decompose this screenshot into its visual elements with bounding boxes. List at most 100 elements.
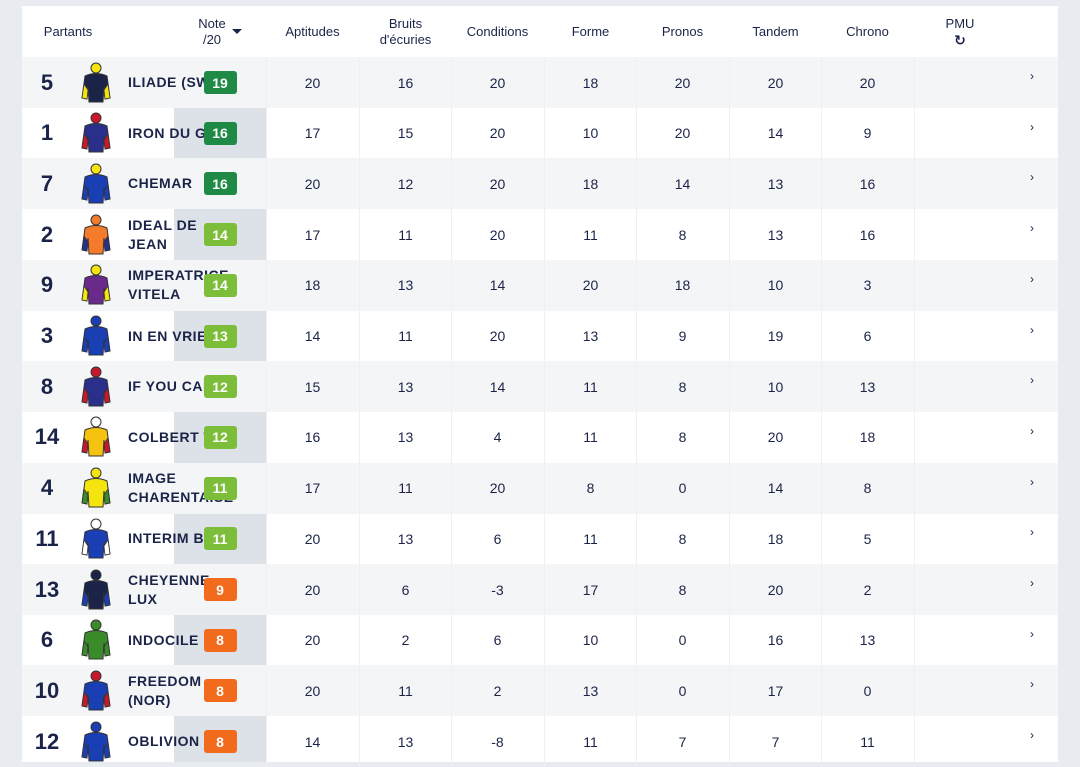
- table-row[interactable]: 10 FREEDOM (NOR) 8 20 11 2 13 0 17 0 ›: [22, 665, 1058, 717]
- horse-name[interactable]: IF YOU CAN: [128, 378, 214, 395]
- horse-name[interactable]: COLBERT WF: [128, 428, 227, 445]
- column-divider: [914, 411, 915, 463]
- header-col-3[interactable]: Forme: [571, 23, 610, 39]
- score-cell: 0: [678, 632, 687, 649]
- table-row[interactable]: 14 COLBERT WF 12 16 13 4 11 8 20 18 ›: [22, 411, 1058, 463]
- score-cell: 13: [397, 378, 414, 395]
- chevron-right-icon[interactable]: ›: [1030, 373, 1034, 388]
- score-cell: 20: [304, 175, 321, 192]
- chevron-right-icon[interactable]: ›: [1030, 728, 1034, 743]
- horse-name[interactable]: FREEDOM (NOR): [128, 672, 202, 708]
- header-pmu[interactable]: PMU ↻: [914, 6, 1006, 57]
- table-row[interactable]: 6 INDOCILE 8 20 2 6 10 0 16 13 ›: [22, 614, 1058, 666]
- column-divider: [544, 564, 545, 615]
- horse-number: 12: [34, 728, 60, 754]
- chevron-right-icon[interactable]: ›: [1030, 322, 1034, 337]
- score-cell: 8: [678, 378, 687, 395]
- column-divider: [359, 462, 360, 514]
- column-divider: [821, 665, 822, 717]
- note-cell: 19: [202, 57, 238, 108]
- horse-name[interactable]: INDOCILE: [128, 631, 199, 648]
- table-row[interactable]: 8 IF YOU CAN 12 15 13 14 11 8 10 13 ›: [22, 361, 1058, 413]
- table-row[interactable]: 11 INTERIM BOY 11 20 13 6 11 8 18 5 ›: [22, 513, 1058, 565]
- horse-name[interactable]: CHEMAR: [128, 175, 193, 192]
- score-cell: 20: [489, 175, 506, 192]
- table-row[interactable]: 7 CHEMAR 16 20 12 20 18 14 13 16 ›: [22, 158, 1058, 210]
- header-col-6[interactable]: Chrono: [846, 23, 889, 39]
- score-cell: 19: [767, 328, 784, 344]
- horse-name[interactable]: IN EN VRIE: [128, 327, 207, 344]
- note-badge: 11: [203, 527, 237, 551]
- chevron-right-icon[interactable]: ›: [1030, 525, 1034, 540]
- header-col-0[interactable]: Aptitudes: [285, 23, 340, 39]
- header-col-2[interactable]: Conditions: [466, 23, 529, 39]
- refresh-icon: ↻: [954, 31, 966, 48]
- column-divider: [544, 57, 545, 108]
- chevron-right-icon[interactable]: ›: [1030, 271, 1034, 286]
- column-divider: [359, 158, 360, 210]
- column-divider: [451, 513, 452, 565]
- score-cell: 11: [583, 429, 598, 446]
- column-divider: [266, 462, 267, 514]
- column-divider: [821, 614, 822, 666]
- horse-name[interactable]: ILIADE (SWE): [128, 74, 225, 90]
- note-badge: 8: [203, 679, 237, 703]
- chevron-right-icon[interactable]: ›: [1030, 119, 1034, 134]
- table-row[interactable]: 1 IRON DU GERS 16 17 15 20 10 20 14 9 ›: [22, 107, 1058, 159]
- horse-name[interactable]: INTERIM BOY: [128, 530, 226, 547]
- column-divider: [359, 107, 360, 159]
- horse-name[interactable]: IDEAL DE JEAN: [128, 216, 198, 252]
- chevron-right-icon[interactable]: ›: [1030, 677, 1034, 692]
- header-col-4[interactable]: Pronos: [661, 23, 704, 39]
- column-divider: [266, 564, 267, 615]
- table-row[interactable]: 4 IMAGE CHARENTAISE 11 17 11 20 8 0 14 8 ›: [22, 462, 1058, 514]
- score-cell: 11: [398, 682, 413, 699]
- header-partants[interactable]: Partants: [43, 23, 93, 39]
- horse-name[interactable]: IMAGE CHARENTAISE: [128, 470, 234, 506]
- score-cell: 20: [489, 480, 506, 497]
- score-cell: 8: [678, 226, 687, 243]
- horse-name[interactable]: IMPERATRICE VITELA: [128, 267, 229, 303]
- table-row[interactable]: 2 IDEAL DE JEAN 14 17 11 20 11 8 13 16 ›: [22, 209, 1058, 261]
- column-divider: [266, 716, 267, 767]
- header-col-1[interactable]: Bruits d'écuries: [379, 15, 432, 47]
- chevron-right-icon[interactable]: ›: [1030, 221, 1034, 236]
- score-cell: 8: [678, 581, 687, 598]
- column-divider: [821, 57, 822, 108]
- table-row[interactable]: 13 CHEYENNE LUX 9 20 6 -3 17 8 20 2 ›: [22, 564, 1058, 615]
- table-row[interactable]: 5 ILIADE (SWE) 19 20 16 20 18 20 20 20 ›: [22, 57, 1058, 108]
- column-divider: [266, 361, 267, 413]
- horse-name[interactable]: OBLIVION: [128, 733, 200, 750]
- column-divider: [451, 564, 452, 615]
- horse-number: 2: [40, 221, 54, 247]
- chevron-right-icon[interactable]: ›: [1030, 626, 1034, 641]
- score-cell: 18: [582, 74, 599, 91]
- table-row[interactable]: 3 IN EN VRIE 13 14 11 20 13 9 19 6 ›: [22, 310, 1058, 362]
- chevron-right-icon[interactable]: ›: [1030, 170, 1034, 185]
- header-note-sort[interactable]: Note /20: [174, 6, 266, 57]
- chevron-right-icon[interactable]: ›: [1030, 576, 1034, 590]
- chevron-right-icon[interactable]: ›: [1030, 69, 1034, 83]
- jockey-silk-icon: [76, 311, 116, 362]
- column-divider: [636, 361, 637, 413]
- score-cell: 20: [767, 74, 784, 91]
- table-row[interactable]: 12 OBLIVION 8 14 13 -8 11 7 7 11 ›: [22, 716, 1058, 767]
- score-cell: 6: [401, 581, 410, 598]
- column-divider: [821, 564, 822, 615]
- column-divider: [914, 158, 915, 210]
- score-cell: -8: [491, 733, 504, 750]
- jockey-silk-icon: [76, 108, 116, 159]
- jockey-silk-icon: [76, 615, 116, 666]
- table-row[interactable]: 9 IMPERATRICE VITELA 14 18 13 14 20 18 10 3 ›: [22, 259, 1058, 311]
- score-cell: 2: [401, 632, 410, 649]
- jockey-silk-icon: [76, 665, 116, 716]
- chevron-right-icon[interactable]: ›: [1030, 474, 1034, 489]
- chevron-right-icon[interactable]: ›: [1030, 423, 1034, 438]
- horse-name[interactable]: CHEYENNE LUX: [128, 571, 210, 607]
- header-col-5[interactable]: Tandem: [752, 23, 799, 39]
- score-cell: 13: [767, 226, 784, 243]
- score-cell: 3: [863, 277, 872, 294]
- horse-number: 14: [34, 424, 60, 450]
- header-note-scale: /20: [202, 31, 222, 47]
- column-divider: [359, 259, 360, 311]
